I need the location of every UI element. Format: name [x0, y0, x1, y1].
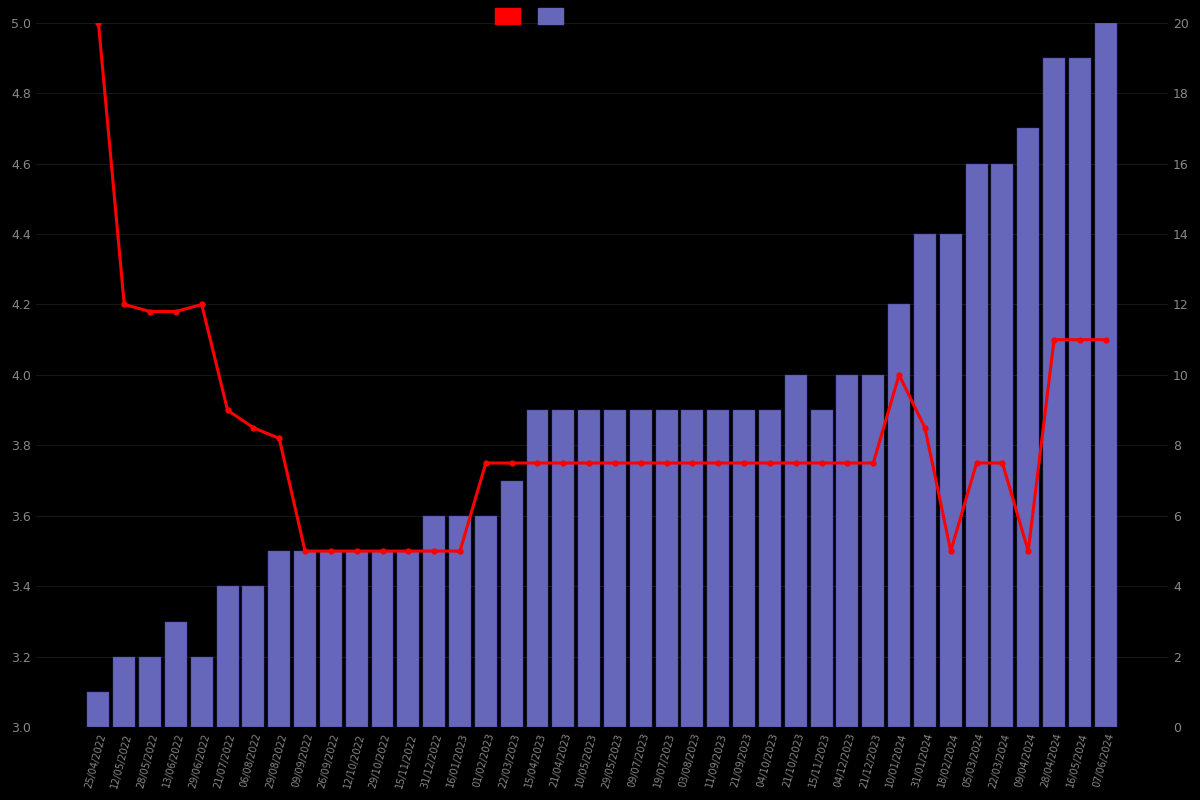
Bar — [991, 163, 1013, 727]
Bar — [346, 551, 367, 727]
Bar — [397, 551, 419, 727]
Bar — [242, 586, 264, 727]
Bar — [1043, 58, 1066, 727]
Bar — [914, 234, 936, 727]
Bar — [527, 410, 548, 727]
Bar — [811, 410, 833, 727]
Bar — [500, 481, 523, 727]
Bar — [863, 375, 884, 727]
Bar — [294, 551, 316, 727]
Bar — [655, 410, 678, 727]
Bar — [604, 410, 626, 727]
Bar — [424, 516, 445, 727]
Bar — [966, 163, 988, 727]
Bar — [758, 410, 781, 727]
Bar — [733, 410, 755, 727]
Bar — [836, 375, 858, 727]
Bar — [682, 410, 703, 727]
Bar — [449, 516, 470, 727]
Bar — [216, 586, 239, 727]
Bar — [139, 657, 161, 727]
Bar — [1069, 58, 1091, 727]
Bar — [191, 657, 212, 727]
Bar — [785, 375, 806, 727]
Bar — [888, 305, 910, 727]
Bar — [88, 692, 109, 727]
Bar — [269, 551, 290, 727]
Bar — [320, 551, 342, 727]
Bar — [1018, 128, 1039, 727]
Legend: , : , — [494, 9, 574, 25]
Bar — [113, 657, 136, 727]
Bar — [940, 234, 961, 727]
Bar — [164, 622, 187, 727]
Bar — [578, 410, 600, 727]
Bar — [1094, 22, 1117, 727]
Bar — [372, 551, 394, 727]
Bar — [707, 410, 730, 727]
Bar — [475, 516, 497, 727]
Bar — [552, 410, 575, 727]
Bar — [630, 410, 652, 727]
